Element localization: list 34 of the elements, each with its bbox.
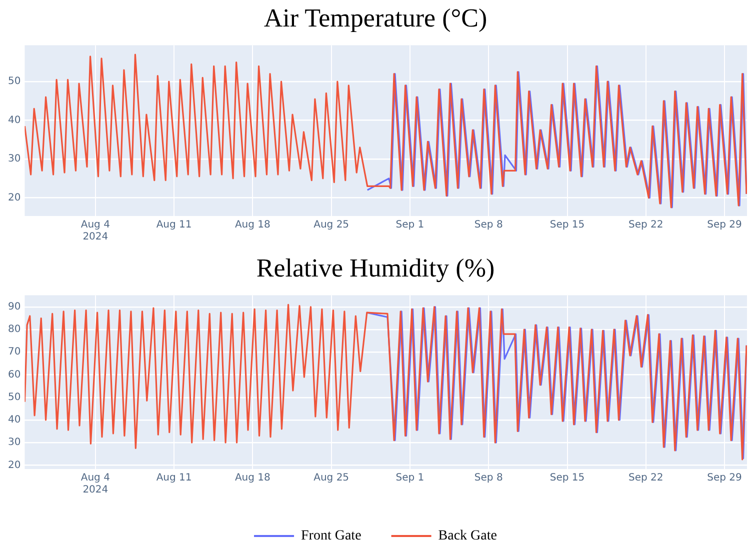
y-tick-label: 80 bbox=[8, 324, 21, 336]
y-tick-label: 30 bbox=[8, 437, 21, 448]
x-tick-label: Sep 29 bbox=[707, 472, 742, 484]
chart-title: Air Temperature (°C) bbox=[264, 3, 488, 32]
x-tick-label: Sep 15 bbox=[550, 472, 585, 484]
x-tick-label: Sep 29 bbox=[707, 220, 742, 231]
y-tick-label: 30 bbox=[8, 154, 21, 165]
x-tick-label: Sep 22 bbox=[628, 220, 664, 231]
x-tick-label: Aug 25 bbox=[314, 220, 350, 231]
x-tick-label: Sep 8 bbox=[474, 220, 503, 231]
y-tick-label: 70 bbox=[8, 346, 21, 358]
x-tick-label: Aug 18 bbox=[234, 472, 270, 484]
y-tick-label: 40 bbox=[8, 114, 21, 126]
legend-label: Front Gate bbox=[301, 528, 362, 544]
y-tick-label: 60 bbox=[8, 369, 21, 380]
x-tick-label: Sep 15 bbox=[550, 220, 585, 231]
x-tick-label: Aug 11 bbox=[156, 220, 192, 231]
y-tick-label: 20 bbox=[8, 192, 21, 204]
x-tick-label: Aug 11 bbox=[156, 472, 192, 484]
legend-label: Back Gate bbox=[438, 528, 497, 544]
x-tick-label: Sep 22 bbox=[628, 472, 664, 484]
chart-title: Relative Humidity (%) bbox=[256, 253, 495, 282]
y-tick-label: 90 bbox=[8, 302, 21, 313]
x-tick-label: Aug 4 2024 bbox=[80, 220, 110, 243]
y-tick-label: 20 bbox=[8, 460, 21, 471]
x-tick-label: Aug 18 bbox=[234, 220, 270, 231]
y-tick-label: 40 bbox=[8, 414, 21, 426]
y-tick-label: 50 bbox=[8, 76, 21, 88]
x-tick-label: Sep 1 bbox=[396, 472, 424, 484]
x-tick-label: Aug 25 bbox=[314, 472, 350, 484]
x-tick-label: Sep 1 bbox=[396, 220, 424, 231]
x-tick-label: Aug 4 2024 bbox=[80, 472, 110, 496]
x-tick-label: Sep 8 bbox=[474, 472, 503, 484]
y-tick-label: 50 bbox=[8, 392, 21, 403]
